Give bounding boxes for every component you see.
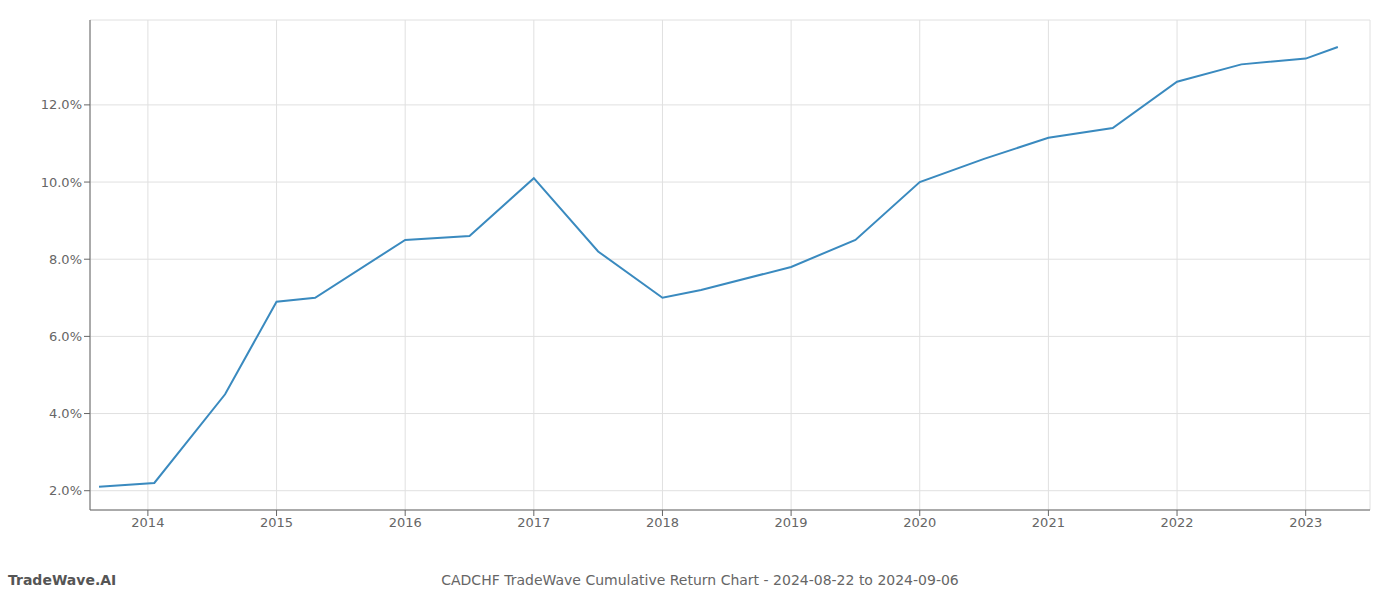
html-text:TradeWave.AI: TradeWave.AI — [8, 572, 117, 588]
svg-text:2021: 2021 — [1032, 515, 1065, 530]
svg-text:2018: 2018 — [646, 515, 679, 530]
svg-text:2.0%: 2.0% — [49, 483, 82, 498]
svg-text:2016: 2016 — [389, 515, 422, 530]
svg-text:2022: 2022 — [1160, 515, 1193, 530]
html-text:CADCHF TradeWave Cumulative Re: CADCHF TradeWave Cumulative Return Chart… — [441, 572, 959, 588]
svg-text:2014: 2014 — [131, 515, 164, 530]
svg-text:2015: 2015 — [260, 515, 293, 530]
svg-text:2019: 2019 — [775, 515, 808, 530]
svg-text:4.0%: 4.0% — [49, 406, 82, 421]
svg-text:8.0%: 8.0% — [49, 252, 82, 267]
svg-text:10.0%: 10.0% — [41, 175, 82, 190]
svg-text:2020: 2020 — [903, 515, 936, 530]
svg-text:6.0%: 6.0% — [49, 329, 82, 344]
svg-text:2017: 2017 — [517, 515, 550, 530]
svg-text:2023: 2023 — [1289, 515, 1322, 530]
svg-text:12.0%: 12.0% — [41, 97, 82, 112]
